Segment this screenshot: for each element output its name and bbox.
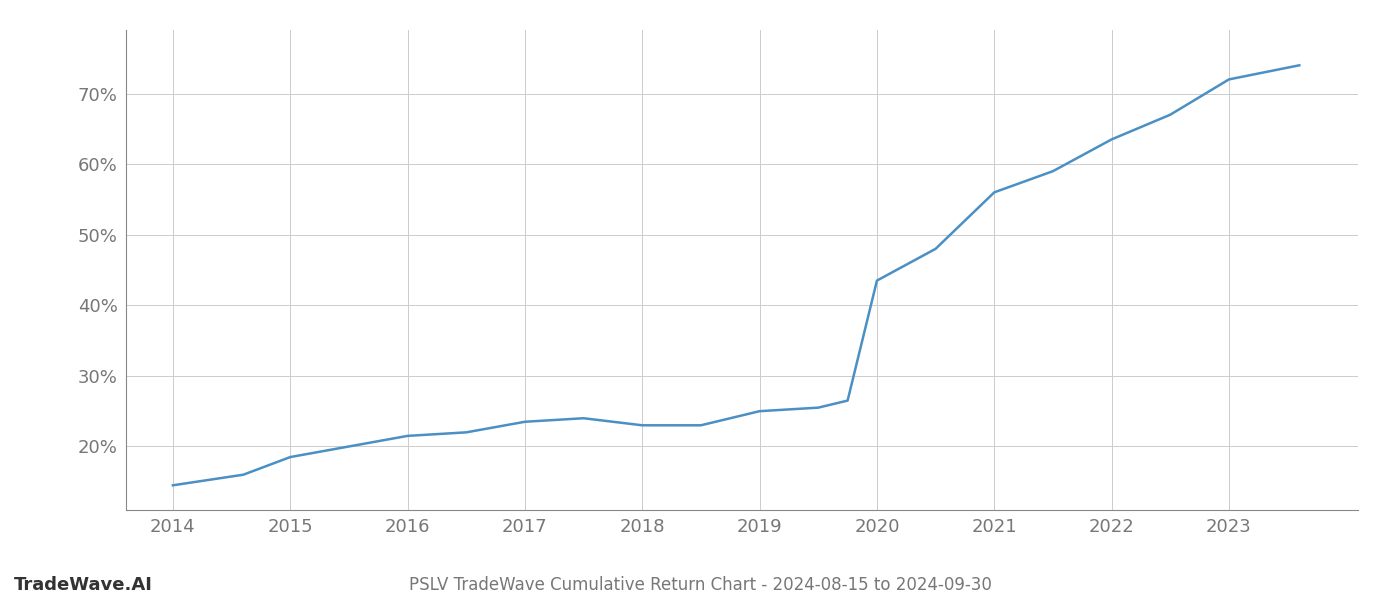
Text: PSLV TradeWave Cumulative Return Chart - 2024-08-15 to 2024-09-30: PSLV TradeWave Cumulative Return Chart -… [409,576,991,594]
Text: TradeWave.AI: TradeWave.AI [14,576,153,594]
